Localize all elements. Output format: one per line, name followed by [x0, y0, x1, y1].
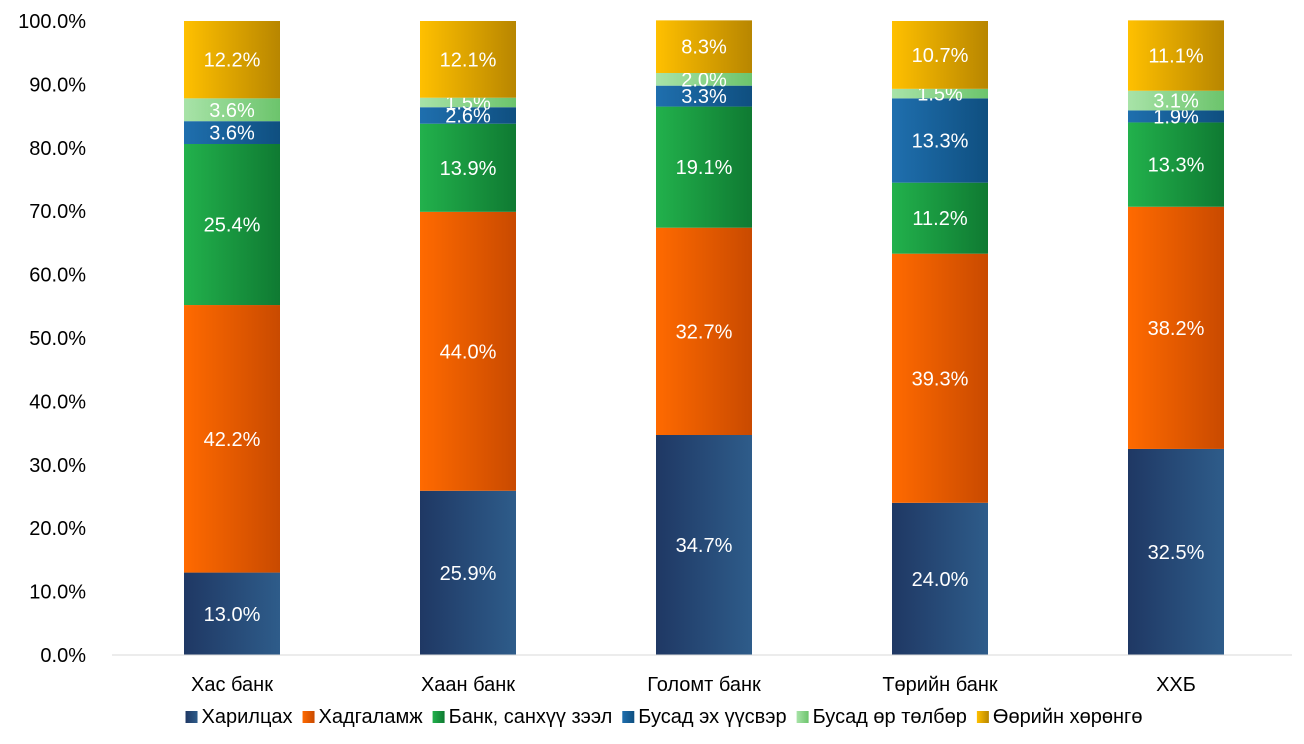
legend-label: Бусад эх үүсвэр — [638, 706, 786, 728]
legend: Харилцах Хадгаламж Банк, санхүү зээл Бусад … — [185, 706, 1143, 728]
bar-segment — [656, 227, 752, 436]
y-tick-label: 30.0% — [29, 455, 86, 477]
x-tick-label: Голомт банк — [647, 674, 761, 696]
data-label: 24.0% — [912, 569, 969, 591]
data-label: 25.9% — [440, 563, 497, 585]
legend-label: Хадгаламж — [319, 706, 424, 728]
y-tick-label: 90.0% — [29, 74, 86, 96]
data-label: 42.2% — [204, 429, 261, 451]
bar-segment — [892, 253, 988, 503]
legend-item: Харилцах — [185, 706, 293, 728]
bar-segment — [1128, 448, 1224, 655]
bar-segment — [184, 143, 280, 306]
legend-item: Өөрийн хөрөнгө — [976, 706, 1143, 728]
legend-label: Бусад өр төлбөр — [813, 706, 967, 728]
legend-item: Бусад эх үүсвэр — [622, 706, 787, 728]
y-tick-label: 20.0% — [29, 518, 86, 540]
data-label: 1.5% — [445, 92, 491, 114]
data-label: 13.3% — [912, 131, 969, 153]
data-label: 3.1% — [1153, 91, 1199, 113]
y-tick-label: 10.0% — [29, 582, 86, 604]
data-label: 2.6% — [445, 105, 491, 127]
y-tick-label: 70.0% — [29, 201, 86, 223]
data-label: 44.0% — [440, 341, 497, 363]
bar-segment — [1128, 206, 1224, 449]
bar-segment — [1128, 20, 1224, 91]
data-label: 2.0% — [681, 69, 727, 91]
legend-label: Өөрийн хөрөнгө — [993, 706, 1143, 728]
data-label: 3.3% — [681, 86, 727, 108]
y-tick-label: 60.0% — [29, 265, 86, 287]
data-label: 1.5% — [917, 84, 963, 106]
y-tick-label: 100.0% — [18, 11, 86, 33]
legend-swatch — [622, 711, 635, 723]
bar-segment — [892, 98, 988, 183]
bar-segment — [1128, 122, 1224, 207]
bar-segment — [420, 123, 516, 212]
data-label: 32.5% — [1148, 542, 1205, 564]
data-label: 19.1% — [676, 157, 733, 179]
x-tick-label: Хас банк — [191, 674, 273, 696]
bar-segment — [184, 305, 280, 573]
bar-segment — [184, 21, 280, 99]
data-label: 12.1% — [440, 49, 497, 71]
data-label: 11.2% — [912, 208, 967, 230]
bar-segment — [656, 435, 752, 655]
data-label: 32.7% — [676, 321, 733, 343]
bar-segment — [656, 85, 752, 107]
bar-segment — [420, 107, 516, 124]
legend-swatch — [302, 711, 315, 723]
legend-label: Харилцах — [202, 706, 293, 728]
data-label: 8.3% — [681, 37, 727, 59]
bar-segment — [892, 182, 988, 254]
legend-label: Банк, санхүү зээл — [449, 706, 613, 728]
x-tick-label: Төрийн банк — [882, 674, 998, 696]
y-tick-label: 0.0% — [40, 645, 86, 667]
legend-item: Банк, санхүү зээл — [432, 706, 613, 728]
data-label: 1.9% — [1153, 106, 1199, 128]
bar-segment — [892, 88, 988, 99]
data-label: 39.3% — [912, 368, 969, 390]
y-tick-label: 50.0% — [29, 328, 86, 350]
data-label: 3.6% — [209, 100, 255, 122]
x-axis: Хас банк Хаан банк Голомт банк Төрийн банк Х… — [112, 654, 1292, 696]
legend-item: Бусад өр төлбөр — [796, 706, 967, 728]
bar-segment — [184, 121, 280, 144]
data-label: 13.9% — [440, 158, 497, 180]
legend-item: Хадгаламж — [302, 706, 424, 728]
x-tick-label: ХХБ — [1156, 674, 1196, 696]
legend-swatch — [432, 711, 445, 723]
bar-segment — [420, 21, 516, 98]
bar-segment — [892, 502, 988, 655]
bar-segment — [1128, 90, 1224, 111]
data-label: 38.2% — [1148, 318, 1205, 340]
bar-segment — [184, 98, 280, 122]
bar-segment — [656, 72, 752, 86]
data-label: 13.3% — [1148, 155, 1205, 177]
data-label: 10.7% — [912, 45, 969, 67]
data-label: 13.0% — [204, 604, 261, 626]
bar-segment — [656, 20, 752, 73]
bar-segment — [420, 211, 516, 491]
legend-swatch — [796, 711, 809, 723]
data-label: 12.2% — [204, 50, 261, 72]
bar-segment — [184, 572, 280, 655]
bar-segment — [1128, 110, 1224, 123]
bar-segment — [656, 106, 752, 228]
data-label: 25.4% — [204, 215, 261, 237]
legend-swatch — [976, 711, 989, 723]
y-axis: 0.0% 10.0% 20.0% 30.0% 40.0% 50.0% 60.0% 70.0% 8… — [18, 11, 86, 667]
bar-segment — [892, 21, 988, 89]
data-label: 34.7% — [676, 535, 733, 557]
bar-segment — [420, 97, 516, 108]
data-label: 3.6% — [209, 123, 255, 145]
bar-segment — [420, 490, 516, 655]
legend-swatch — [185, 711, 198, 723]
data-label: 11.1% — [1148, 46, 1203, 68]
x-tick-label: Хаан банк — [421, 674, 515, 696]
bars: 13.0% 42.2% 25.4% 3.6%3.6% 12.2% 25.9% 44.0% 13… — [184, 20, 1224, 655]
y-tick-label: 40.0% — [29, 391, 86, 413]
y-tick-label: 80.0% — [29, 138, 86, 160]
